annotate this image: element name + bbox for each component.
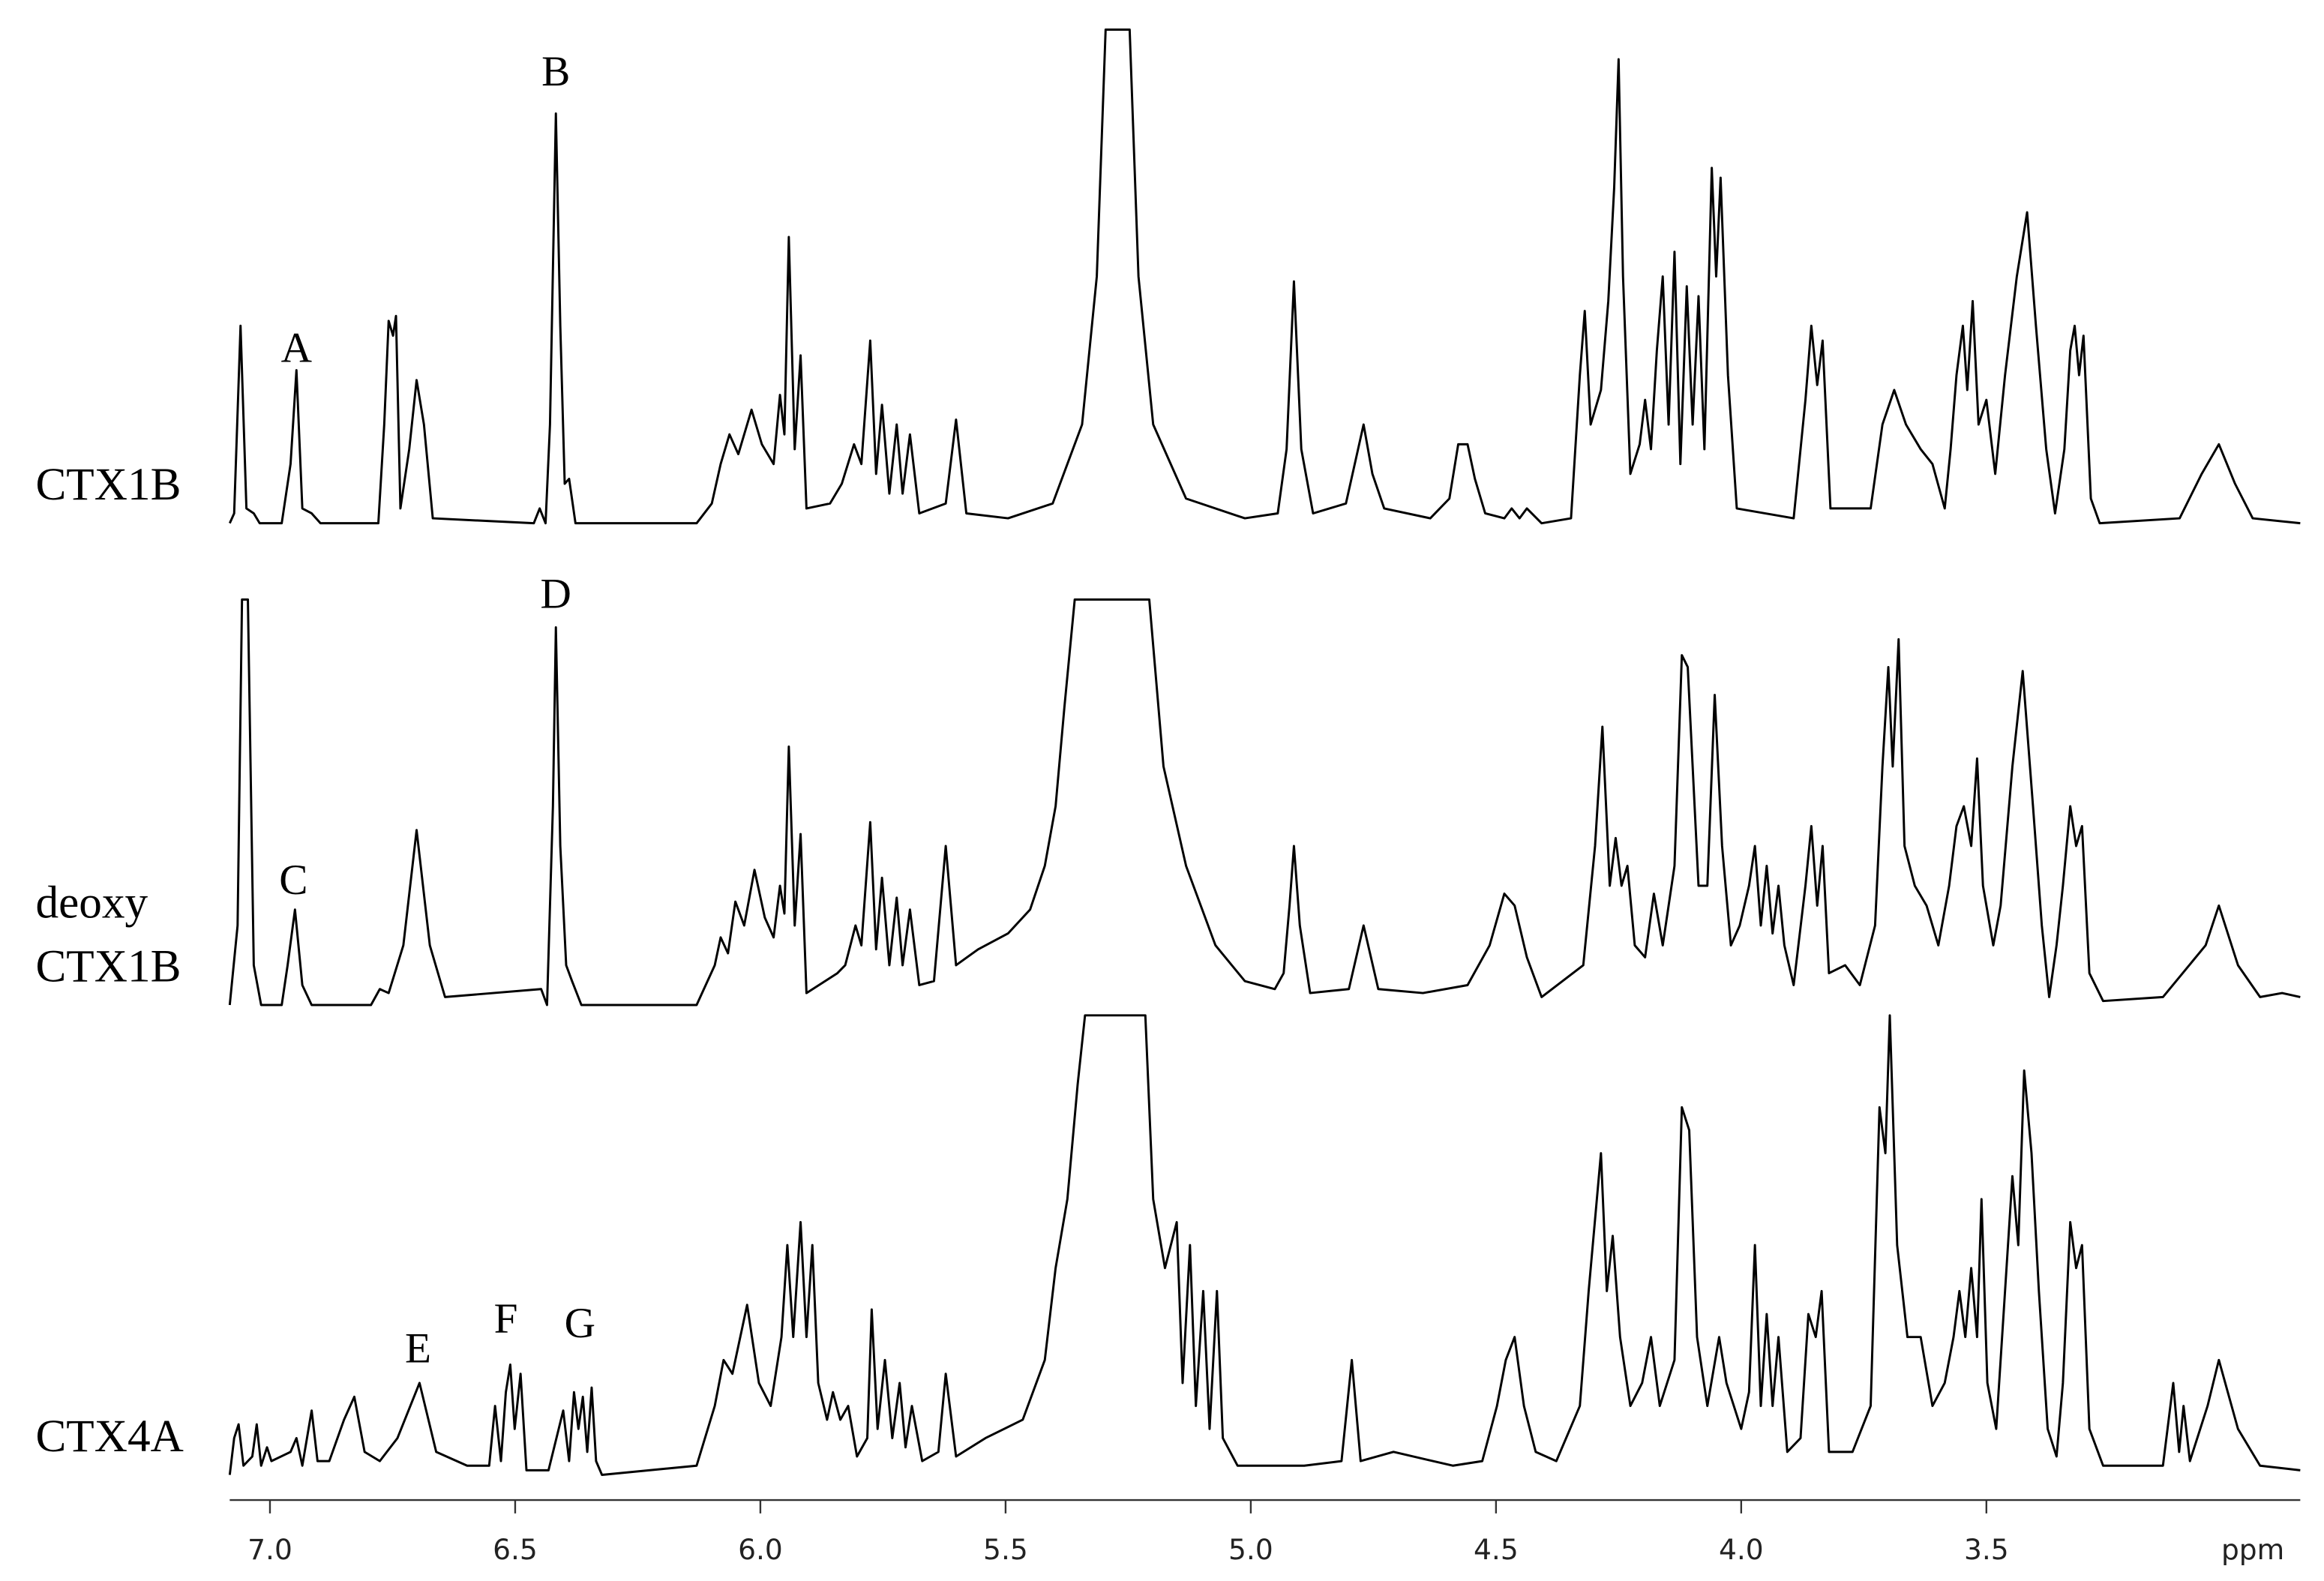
- x-axis-label: ppm: [2221, 1533, 2284, 1566]
- x-tick-label: 4.5: [1474, 1533, 1519, 1566]
- peak-label: B: [541, 48, 570, 95]
- x-tick-label: 5.5: [983, 1533, 1028, 1566]
- peak-label: G: [565, 1300, 595, 1347]
- peak-label: D: [541, 570, 571, 617]
- spectrum-line: [229, 28, 2301, 525]
- peak-label: F: [494, 1295, 518, 1342]
- spectrum-label: CTX1B: [35, 940, 181, 992]
- peak-label: C: [279, 856, 307, 904]
- spectrum-label: deoxy: [35, 877, 148, 928]
- spectrum-line: [228, 598, 2301, 1006]
- spectrum-line: [228, 1014, 2301, 1476]
- x-tick-label: 3.5: [1964, 1533, 2009, 1566]
- spectrum-label: CTX4A: [35, 1411, 183, 1462]
- x-tick-label: 5.0: [1228, 1533, 1273, 1566]
- x-tick-label: 4.0: [1719, 1533, 1764, 1566]
- x-tick-label: 6.5: [493, 1533, 538, 1566]
- spectrum-label: CTX1B: [35, 459, 181, 510]
- peak-label: E: [405, 1325, 431, 1372]
- x-tick-label: 6.0: [738, 1533, 783, 1566]
- x-tick-label: 7.0: [247, 1533, 292, 1566]
- peak-label: A: [281, 324, 312, 371]
